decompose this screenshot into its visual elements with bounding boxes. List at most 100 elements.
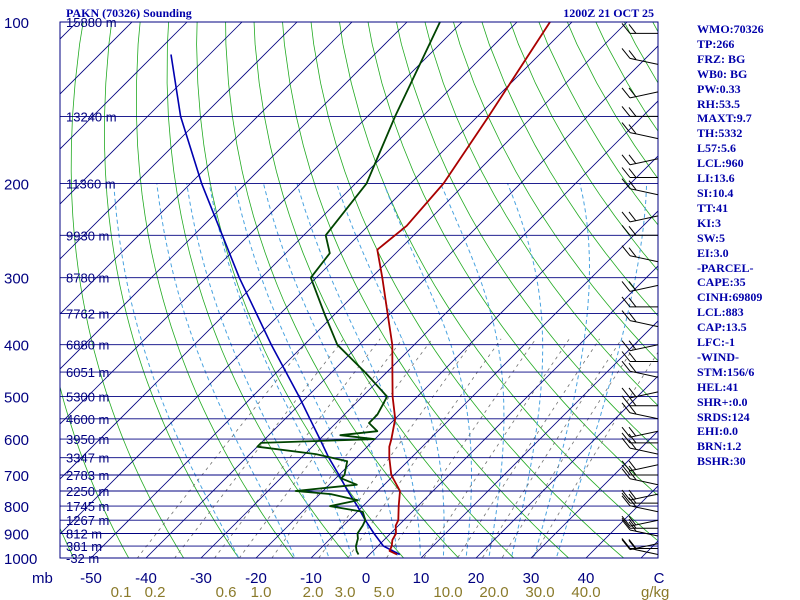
profiles: [170, 22, 551, 556]
wind-barb-flag: [628, 539, 637, 549]
index-item: EHI:0.0: [697, 424, 739, 439]
wind-barb-flag: [628, 460, 637, 471]
wind-barb: [621, 87, 659, 99]
wind-barb-flag: [628, 107, 637, 117]
temperature-tick-label: 40: [578, 570, 595, 587]
isotherm-line: [365, 265, 658, 558]
wind-barb: [621, 464, 658, 476]
wind-barb-shaft: [629, 447, 659, 455]
wind-barb: [621, 310, 659, 328]
wind-barb-flag: [621, 154, 631, 166]
index-item: WB0: BG: [697, 66, 748, 81]
index-item: LFC:-1: [697, 335, 735, 350]
wind-barb-shaft: [629, 543, 659, 551]
wind-barb: [621, 460, 659, 472]
wind-barb-flag: [621, 539, 631, 550]
isotherm-line: [60, 22, 243, 205]
wind-barb-flag: [628, 168, 637, 178]
moist-adiabat-line: [113, 183, 240, 558]
wind-barb-shaft: [629, 505, 659, 513]
height-label: 2250 m: [66, 484, 109, 499]
wind-barb: [621, 122, 659, 140]
mixing-ratio-label: 3.0: [335, 584, 356, 600]
wind-barb-flag: [628, 493, 637, 504]
wind-barb-flag: [621, 48, 631, 59]
wind-barb-shaft: [629, 158, 659, 166]
wind-barb-shaft: [629, 519, 659, 527]
mixing-ratio-line: [347, 338, 502, 558]
wind-barb-flag: [621, 340, 631, 352]
wind-barb-flag: [621, 402, 631, 414]
wind-barb: [621, 519, 659, 537]
mixing-ratio-line: [531, 351, 658, 558]
moist-adiabat-line: [186, 183, 330, 558]
dewpoint-trace: [256, 22, 441, 555]
wind-barb-flag: [621, 360, 631, 372]
wind-barb-shaft: [629, 370, 659, 378]
wind-barb-flag: [621, 211, 631, 223]
pressure-tick-label: 200: [4, 176, 29, 193]
index-item: EI:3.0: [697, 245, 729, 260]
wind-barb-flag: [628, 124, 637, 134]
mixing-ratio-label: 20.0: [479, 584, 508, 600]
index-panel: WMO:70326 TP:266 FRZ: BG WB0: BG PW:0.33 RH:5…: [697, 22, 797, 469]
wind-barb-shaft: [629, 255, 659, 263]
wind-barb: [621, 106, 658, 117]
mixing-ratio-label: 0.2: [145, 584, 166, 600]
wind-barb-flag: [621, 351, 631, 362]
index-item: MAXT:9.7: [697, 111, 752, 126]
wind-barb-shaft: [629, 344, 659, 352]
height-label: 381 m: [66, 539, 102, 554]
moist-adiabat-line: [440, 183, 505, 558]
wind-barb-shaft: [629, 188, 659, 196]
wind-barb-shaft: [629, 493, 659, 501]
index-item: SW:5: [697, 230, 726, 245]
height-label: 15880 m: [66, 15, 117, 30]
wind-barb-shaft: [629, 132, 659, 140]
wind-barb-shaft: [629, 548, 659, 555]
wind-barb: [621, 402, 659, 420]
isotherm-line: [60, 22, 573, 535]
temperature-tick-label: -10: [300, 570, 322, 587]
wind-barb: [621, 360, 659, 378]
temperature-unit-label: C: [654, 570, 665, 587]
wind-barb-flag: [628, 154, 637, 165]
wind-barb-flag: [621, 515, 631, 527]
index-item: SRDS:124: [697, 409, 750, 424]
index-item: PW:0.33: [697, 81, 741, 96]
wind-barb-flag: [628, 297, 637, 308]
dry-adiabat-line: [310, 22, 625, 558]
isotherm-line: [60, 22, 353, 315]
index-item: CINH:69809: [697, 290, 763, 305]
height-label: 4600 m: [66, 412, 109, 427]
temperature-tick-label: -50: [80, 570, 102, 587]
height-label: 13240 m: [66, 109, 117, 124]
wind-barb-flag: [621, 464, 631, 476]
height-label: 7762 m: [66, 307, 109, 322]
isotherm-line: [420, 320, 658, 558]
wind-barb: [621, 340, 659, 352]
wind-barb-flag: [628, 281, 637, 291]
wind-barb: [621, 351, 658, 362]
wind-barb-shaft: [629, 215, 659, 223]
isotherm-line: [60, 22, 298, 260]
wind-barb-flag: [628, 518, 637, 529]
height-label: 11360 m: [66, 176, 116, 191]
wind-barb-flag: [621, 122, 631, 133]
wind-barb-shaft: [629, 91, 659, 99]
pressure-tick-label: 1000: [4, 551, 37, 568]
temperature-tick-label: -40: [135, 570, 157, 587]
wind-barb-flag: [621, 492, 631, 504]
isotherm-line: [530, 430, 658, 558]
wind-barb-flag: [628, 439, 637, 450]
index-item: L57:5.6: [697, 141, 736, 156]
isotherm-line: [60, 22, 463, 425]
height-label: 1267 m: [66, 513, 109, 528]
wind-barb-flag: [621, 106, 631, 117]
chart-title-left: PAKN (70326) Sounding: [66, 6, 192, 20]
wind-barb-flag: [628, 515, 637, 526]
moist-adiabat-line: [555, 183, 648, 558]
temperature-tick-label: 10: [413, 570, 430, 587]
mixing-ratio-unit-label: g/kg: [641, 584, 669, 600]
